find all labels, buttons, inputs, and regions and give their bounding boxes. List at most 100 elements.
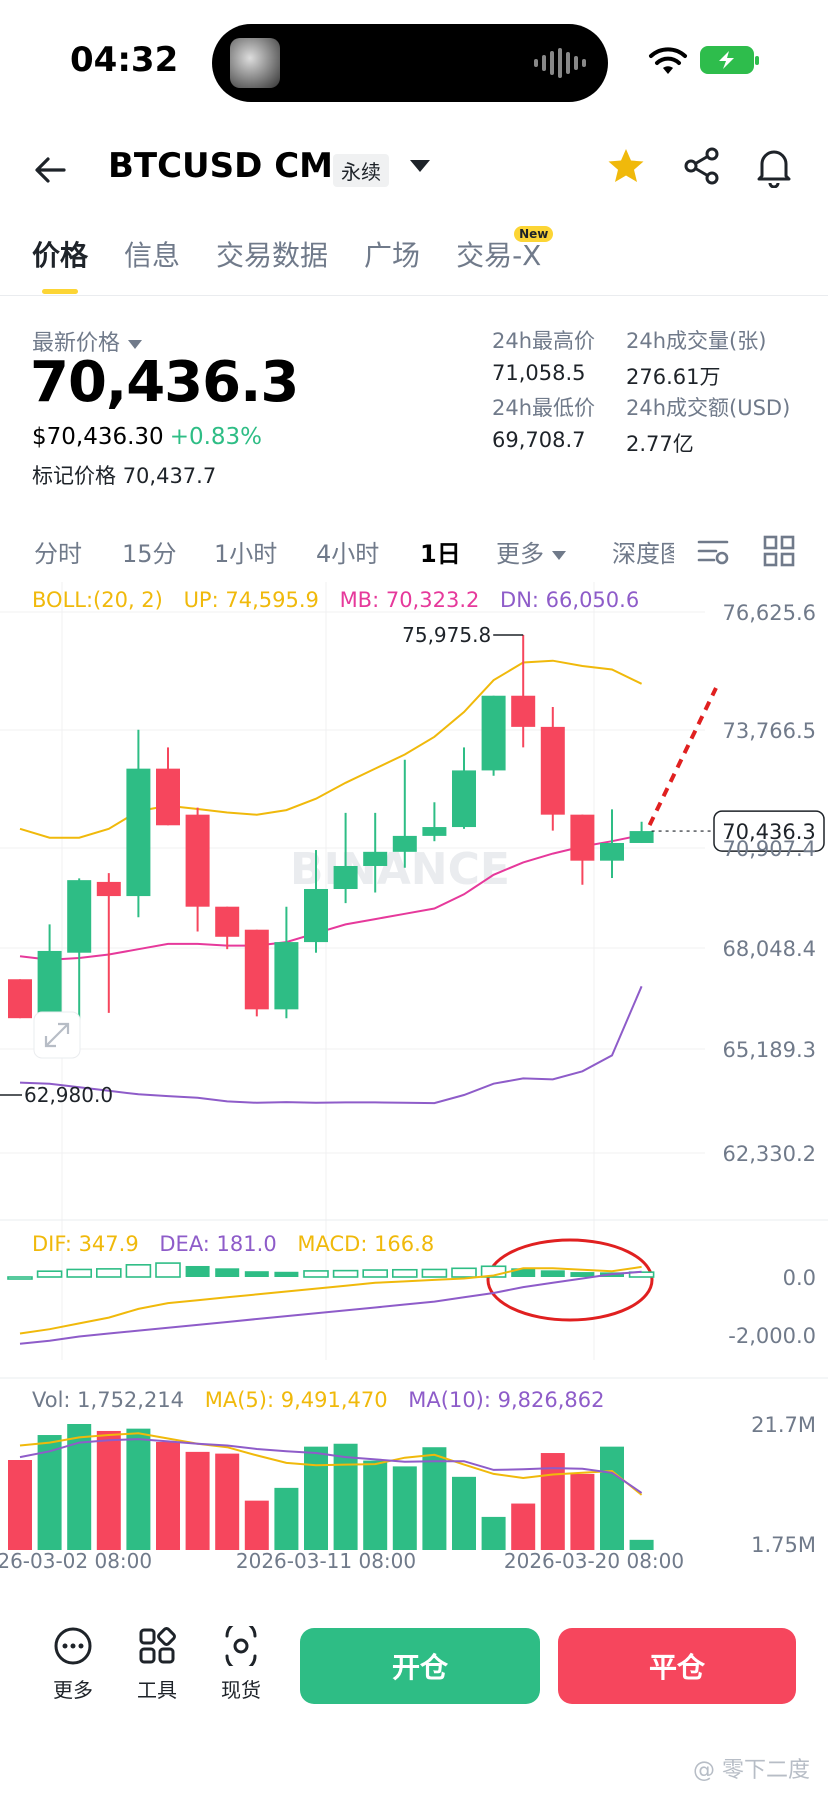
chart-overlays: 75,975.8 62,980.0 70,436.3 <box>0 623 825 1322</box>
candle-body <box>304 888 328 943</box>
candle-body <box>511 695 536 727</box>
tab-trade-x[interactable]: 交易-X New <box>456 226 554 294</box>
boll-legend: BOLL:(20, 2) UP: 74,595.9 MB: 70,323.2 D… <box>32 588 639 612</box>
tab-trading-data[interactable]: 交易数据 <box>216 239 329 272</box>
battery-icon <box>700 46 759 74</box>
volume-bar <box>37 1435 62 1550</box>
candle-body <box>333 865 358 889</box>
stat-label: 24h成交额(USD) <box>626 396 791 420</box>
macd-axis-label: -2,000.0 <box>728 1324 816 1348</box>
volume-legend: Vol: 1,752,214 MA(5): 9,491,470 MA(10): … <box>32 1388 605 1412</box>
more-button[interactable]: 更多 <box>38 1626 108 1703</box>
candles <box>8 635 654 1029</box>
stat-label: 24h最低价 <box>492 396 596 420</box>
symbol-title[interactable]: BTCUSD CM <box>108 146 334 186</box>
stat-value: 2.77亿 <box>626 432 694 456</box>
dea-value: DEA: 181.0 <box>159 1232 277 1256</box>
volume-bar <box>304 1446 328 1550</box>
kline-chart[interactable]: BINANCE 75,975.8 62,980.0 70,436.3 76,625.… <box>0 582 828 1572</box>
open-position-button[interactable]: 开仓 <box>300 1628 540 1704</box>
new-badge: New <box>514 226 554 242</box>
interval-4h[interactable]: 4小时 <box>316 540 380 568</box>
interval-depth[interactable]: 深度图 <box>612 540 674 568</box>
price-axis-label: 65,189.3 <box>722 1038 816 1062</box>
interval-bar: 分时 15分 1小时 4小时 1日 更多 深度图 <box>0 534 828 574</box>
tools-button[interactable]: 工具 <box>122 1626 192 1703</box>
price-axis-label: 76,625.6 <box>722 601 816 625</box>
boll-dn-line <box>19 985 643 1105</box>
tab-square[interactable]: 广场 <box>364 239 421 272</box>
usd-price: $70,436.30 <box>32 424 164 450</box>
back-arrow-icon[interactable] <box>30 150 70 190</box>
annotation-ellipse <box>486 1238 654 1322</box>
low-marker-label: 62,980.0 <box>24 1083 113 1107</box>
macd-axis-label: 0.0 <box>783 1266 816 1290</box>
interval-1d[interactable]: 1日 <box>420 540 461 568</box>
macd-histogram-bar <box>36 1270 63 1278</box>
high-marker-label: 75,975.8 <box>402 623 491 647</box>
tab-info[interactable]: 信息 <box>124 239 181 272</box>
share-icon[interactable] <box>682 146 722 186</box>
favorite-star-icon[interactable] <box>606 146 646 186</box>
close-position-button[interactable]: 平仓 <box>558 1628 796 1704</box>
interval-1h[interactable]: 1小时 <box>214 540 278 568</box>
bell-icon[interactable] <box>754 146 794 188</box>
tab-trade-x-label: 交易-X <box>456 239 542 272</box>
indicator-settings-icon[interactable] <box>696 534 730 568</box>
interval-15m[interactable]: 15分 <box>122 540 177 568</box>
tab-price[interactable]: 价格 <box>32 234 88 294</box>
candle-body <box>126 768 151 897</box>
kline-chart-svg[interactable]: BINANCE 75,975.8 62,980.0 70,436.3 76,625.… <box>0 582 828 1572</box>
macd-histogram-bar <box>362 1269 389 1278</box>
expand-icon <box>33 1011 81 1059</box>
candle-body <box>422 827 447 836</box>
exchange-watermark: BINANCE <box>290 844 510 895</box>
boll-param: BOLL:(20, 2) <box>32 588 163 612</box>
chevron-down-icon <box>552 550 566 560</box>
candle-body <box>600 842 624 861</box>
candle-body <box>215 906 240 937</box>
now-playing-artwork <box>230 38 280 88</box>
macd-histogram-bar <box>274 1271 299 1277</box>
volume-bar <box>96 1430 121 1550</box>
more-label: 更多 <box>53 1678 93 1702</box>
layout-grid-icon[interactable] <box>762 534 796 568</box>
interval-more[interactable]: 更多 <box>496 534 566 569</box>
boll-up-line <box>19 659 643 839</box>
interval-timeline[interactable]: 分时 <box>34 540 82 568</box>
spot-button[interactable]: 现货 <box>206 1626 276 1703</box>
macd-histogram-bar <box>511 1268 536 1277</box>
status-time: 04:32 <box>70 40 179 80</box>
spot-label: 现货 <box>221 1678 261 1702</box>
stat-24h-volume: 24h成交量(张) 276.61万 <box>626 325 766 391</box>
candle-body <box>96 881 121 897</box>
dynamic-island[interactable] <box>212 24 608 102</box>
macd-histogram-bar <box>125 1264 152 1278</box>
symbol-dropdown-icon[interactable] <box>410 160 430 172</box>
tab-divider <box>0 295 828 296</box>
volume-bar <box>511 1503 536 1550</box>
volume-bar <box>215 1453 240 1550</box>
volume-bar <box>629 1539 654 1550</box>
stat-label: 24h最高价 <box>492 329 596 353</box>
volume-bar <box>363 1460 388 1550</box>
candle-body <box>274 942 299 1010</box>
candle-body <box>67 880 92 953</box>
dif-value: DIF: 347.9 <box>32 1232 139 1256</box>
macd-histogram-bar <box>451 1267 477 1278</box>
volume-axis-label: 21.7M <box>751 1413 816 1437</box>
price-axis-label: 73,766.5 <box>722 719 816 743</box>
last-price: 70,436.3 <box>30 350 299 415</box>
candle-body <box>629 831 654 843</box>
stat-24h-high: 24h最高价 71,058.5 <box>492 325 595 385</box>
spot-swap-icon <box>225 1626 257 1666</box>
current-price-tag <box>713 810 825 852</box>
candle-body <box>540 726 565 815</box>
volume-bar <box>481 1516 506 1550</box>
last-price-label-text: 最新价格 <box>32 331 121 356</box>
macd-histogram-bar <box>185 1265 210 1277</box>
dea-line <box>19 1270 642 1345</box>
macd-histogram-bar <box>391 1268 418 1278</box>
last-price-label[interactable]: 最新价格 <box>32 325 143 357</box>
current-price-tag-label: 70,436.3 <box>722 820 816 844</box>
